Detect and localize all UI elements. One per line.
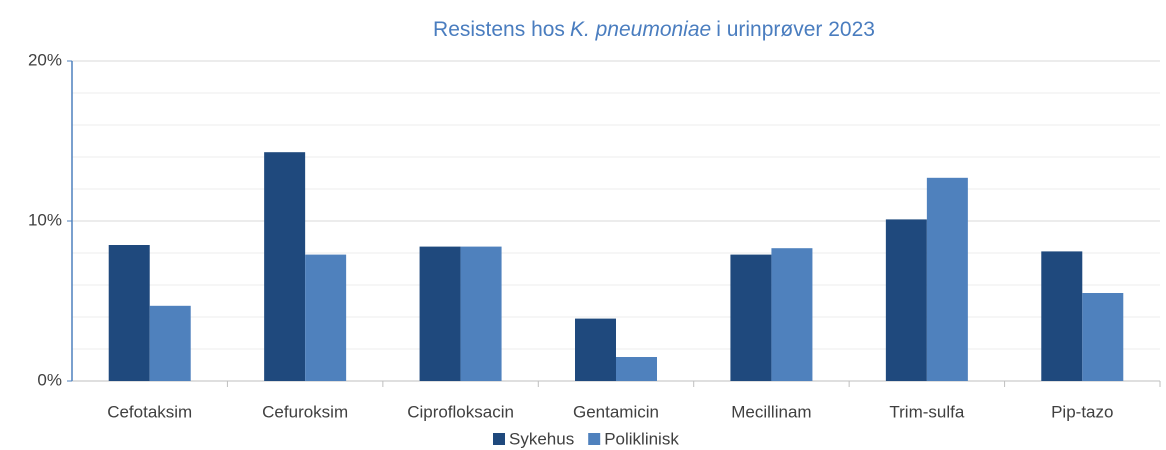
x-tick-label: Cefuroksim (262, 402, 348, 421)
bar (575, 318, 616, 381)
x-tick-label: Pip-tazo (1051, 402, 1113, 421)
bar (1041, 251, 1083, 381)
x-tick-label: Ciprofloksacin (407, 402, 514, 421)
title-part: Resistens hos (433, 18, 565, 41)
bar (1082, 293, 1124, 381)
bar (419, 246, 461, 381)
legend-label: Sykehus (509, 429, 574, 448)
chart-title: Resistens hos K. pneumoniae i urinprøver 2… (433, 18, 875, 41)
y-tick-label: 10% (28, 210, 62, 229)
bar (108, 245, 150, 381)
legend-label: Poliklinisk (604, 429, 679, 448)
legend-swatch (588, 433, 601, 445)
bar (926, 177, 968, 381)
bar (149, 305, 191, 381)
bar (771, 248, 813, 381)
y-tick-label: 0% (37, 370, 62, 389)
x-tick-label: Gentamicin (573, 402, 659, 421)
legend-swatch (493, 433, 505, 445)
bar (305, 254, 347, 381)
bar (885, 219, 927, 381)
x-tick-label: Trim-sulfa (889, 402, 964, 421)
y-tick-label: 20% (28, 50, 62, 69)
title-part: K. pneumoniae (570, 18, 711, 41)
bar (730, 254, 772, 381)
x-tick-label: Mecillinam (731, 402, 811, 421)
title-part: i urinprøver 2023 (716, 18, 875, 41)
bar (616, 357, 657, 381)
bar (460, 246, 502, 381)
bar (264, 152, 306, 381)
x-tick-label: Cefotaksim (107, 402, 192, 421)
